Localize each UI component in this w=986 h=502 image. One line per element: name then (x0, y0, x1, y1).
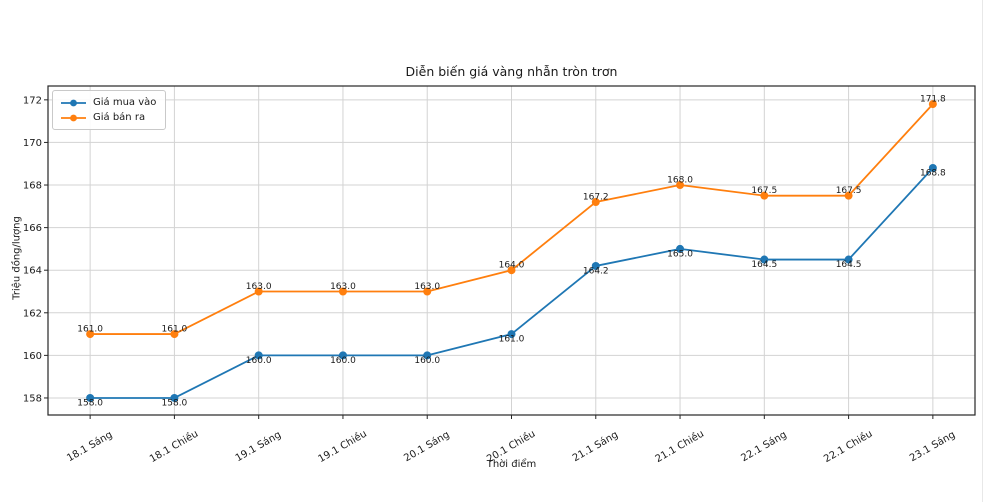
data-point-marker (86, 330, 95, 339)
data-point-label: 167.5 (836, 186, 862, 196)
data-point-label: 163.0 (414, 282, 440, 292)
y-tick-label: 162 (23, 308, 42, 319)
y-tick-label: 172 (23, 95, 42, 106)
data-point-label: 168.8 (920, 168, 946, 178)
legend-line-marker-icon (61, 114, 86, 121)
data-point-marker (86, 393, 95, 402)
data-point-label: 158.0 (162, 398, 188, 408)
data-point-label: 165.0 (667, 249, 693, 259)
data-point-marker (760, 191, 769, 200)
y-tick-label: 166 (23, 223, 42, 234)
data-point-label: 164.0 (499, 261, 525, 271)
data-point-label: 164.5 (836, 260, 862, 270)
legend-label-buy-price: Giá mua vào (93, 97, 157, 108)
data-point-label: 167.5 (751, 186, 777, 196)
data-point-marker (507, 330, 516, 339)
data-point-label: 158.0 (77, 398, 103, 408)
data-point-marker (844, 191, 853, 200)
legend-label-sell-price: Giá bán ra (93, 112, 146, 123)
data-point-label: 160.0 (414, 356, 440, 366)
legend-item-buy-price: Giá mua vào (60, 95, 156, 110)
data-point-marker (507, 266, 516, 275)
data-point-marker (423, 351, 432, 360)
legend-item-sell-price: Giá bán ra (60, 110, 156, 125)
data-point-label: 161.0 (499, 335, 525, 345)
y-tick-label: 170 (23, 138, 42, 149)
data-point-marker (254, 287, 263, 296)
data-point-marker (676, 181, 685, 190)
data-point-marker (591, 198, 600, 207)
data-point-marker (170, 393, 179, 402)
y-tick-label: 158 (23, 393, 42, 404)
data-point-label: 164.2 (583, 266, 609, 276)
data-point-label: 160.0 (246, 356, 272, 366)
data-point-marker (170, 330, 179, 339)
y-tick-label: 168 (23, 181, 42, 192)
data-point-label: 161.0 (77, 325, 103, 335)
data-point-marker (844, 255, 853, 264)
data-point-label: 163.0 (330, 282, 356, 292)
data-point-label: 171.8 (920, 95, 946, 105)
data-point-marker (338, 351, 347, 360)
data-point-marker (928, 100, 937, 109)
legend: Giá mua vào Giá bán ra (52, 90, 167, 130)
chart-title: Diễn biến giá vàng nhẫn tròn trơn (405, 64, 618, 79)
y-tick-label: 160 (23, 351, 42, 362)
y-axis-title: Triệu đồng/lượng (11, 216, 23, 300)
data-point-label: 161.0 (162, 325, 188, 335)
data-point-label: 163.0 (246, 282, 272, 292)
data-point-marker (676, 244, 685, 253)
data-point-marker (760, 255, 769, 264)
data-point-label: 168.0 (667, 176, 693, 186)
data-point-label: 160.0 (330, 356, 356, 366)
data-point-label: 164.5 (751, 260, 777, 270)
data-point-label: 167.2 (583, 193, 609, 203)
data-point-marker (423, 287, 432, 296)
x-axis-title: Thời điểm (486, 459, 537, 470)
page-edge-divider (982, 0, 983, 502)
legend-line-marker-icon (61, 99, 86, 106)
y-tick-label: 164 (23, 266, 42, 277)
data-point-marker (591, 261, 600, 270)
data-point-marker (338, 287, 347, 296)
data-point-marker (254, 351, 263, 360)
data-point-marker (928, 163, 937, 172)
